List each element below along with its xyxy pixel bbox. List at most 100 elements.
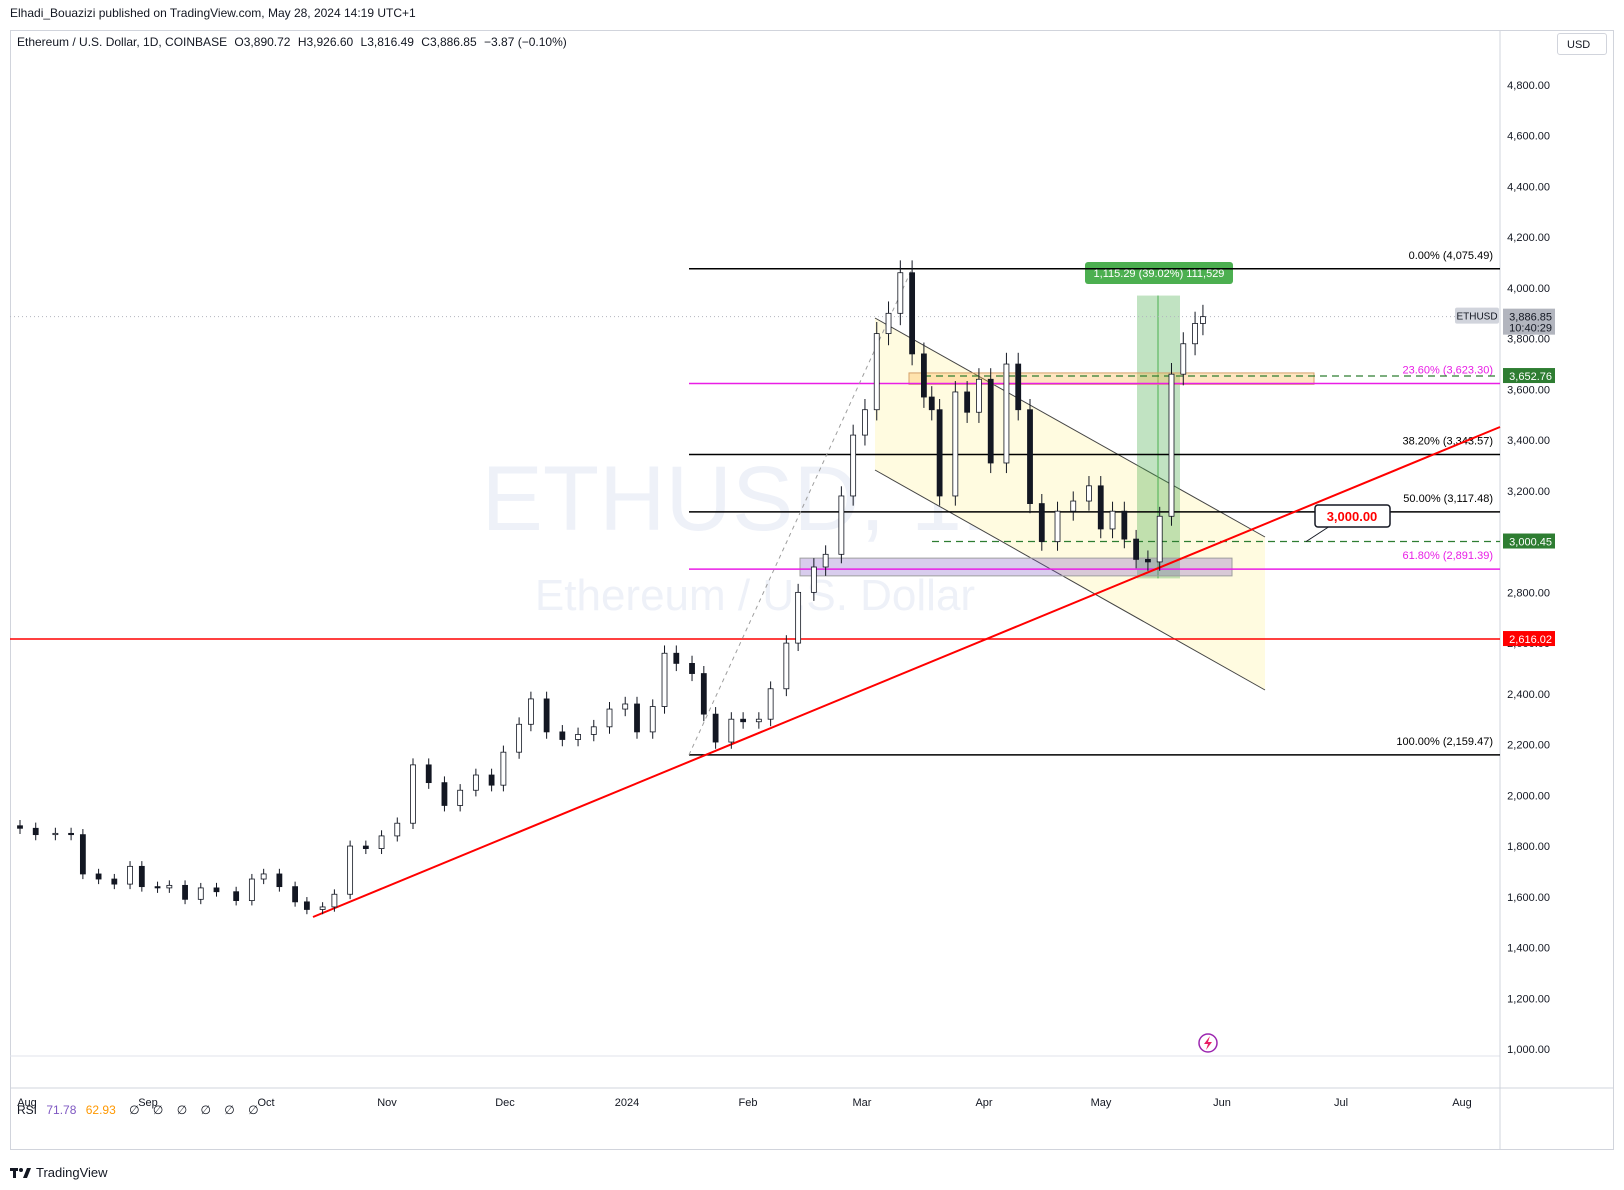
price-tick-label: 4,000.00: [1507, 283, 1550, 295]
axis-price-label: 3,652.76: [1509, 371, 1552, 383]
symbol-legend: Ethereum / U.S. Dollar, 1D, COINBASE O3,…: [17, 35, 571, 49]
candle-body: [712, 713, 719, 743]
candle-body: [838, 495, 845, 555]
candle-body: [921, 353, 927, 398]
candle-body: [347, 845, 354, 895]
footer-brand[interactable]: TradingView: [10, 1165, 108, 1180]
candle-body: [197, 887, 204, 900]
price-tick-label: 4,800.00: [1507, 80, 1550, 92]
candle-body: [559, 731, 566, 740]
axis-price-label-box: [1503, 308, 1555, 335]
fib-level-label: 100.00% (2,159.47): [1396, 736, 1493, 748]
candle-body: [1156, 515, 1163, 563]
candle-body: [79, 834, 86, 875]
candle-body: [362, 845, 369, 849]
candle-body: [1015, 363, 1022, 411]
candle-body: [1133, 538, 1140, 560]
lightning-icon: [1198, 1033, 1218, 1053]
rsi-icon[interactable]: ∅: [129, 1103, 140, 1117]
candle-body: [1097, 485, 1104, 530]
rsi-icon[interactable]: ∅: [200, 1103, 211, 1117]
candle-body: [897, 272, 904, 314]
rsi-label: RSI: [17, 1103, 38, 1117]
candle-body: [661, 652, 668, 707]
price-tick-label: 2,000.00: [1507, 790, 1550, 802]
candle-body: [127, 865, 133, 885]
price-tick-label: 3,800.00: [1507, 334, 1550, 346]
candle-body: [822, 553, 829, 568]
fib-level-label: 0.00% (4,075.49): [1409, 250, 1493, 262]
candle-body: [976, 378, 982, 413]
candle-body: [292, 886, 299, 903]
axis-price-label-box: [1503, 631, 1555, 647]
candle-body: [795, 591, 802, 644]
price-tick-label: 1,000.00: [1507, 1044, 1550, 1056]
candle-body: [1109, 510, 1116, 530]
resistance-zone: [908, 372, 1315, 385]
axis-price-label: 2,616.02: [1509, 634, 1552, 646]
candle-body: [673, 652, 680, 664]
channel-fill: [875, 318, 1265, 690]
candle-body: [394, 822, 401, 837]
candle-body: [543, 698, 550, 733]
candle-body: [425, 764, 432, 784]
candle-body: [936, 409, 943, 497]
candle-body: [441, 782, 448, 806]
price-tick-label: 2,400.00: [1507, 689, 1550, 701]
rsi-icon[interactable]: ∅: [152, 1103, 164, 1117]
axis-price-label-box: [1503, 533, 1555, 549]
candle-body: [1168, 373, 1175, 517]
rsi-value-1: 71.78: [46, 1103, 77, 1117]
candle-body: [885, 312, 892, 335]
chart-frame: [10, 30, 1614, 1150]
candle-body: [728, 718, 735, 743]
price-tick-label: 2,200.00: [1507, 740, 1550, 752]
price-tick-label: 4,200.00: [1507, 232, 1550, 244]
fib-level-label: 38.20% (3,343.57): [1402, 435, 1493, 447]
candle-body: [1086, 485, 1092, 502]
candle-body: [472, 774, 479, 791]
axis-price-label: 3,000.45: [1509, 537, 1552, 549]
candle-body: [873, 333, 880, 411]
price-tick-label: 2,800.00: [1507, 587, 1550, 599]
candle-body: [987, 378, 994, 464]
rsi-icon[interactable]: ∅: [224, 1103, 235, 1117]
rsi-icon[interactable]: ∅: [248, 1103, 259, 1117]
candle-body: [909, 272, 916, 355]
candle-body: [32, 827, 39, 836]
candle-body: [634, 703, 640, 733]
time-tick-label: Feb: [739, 1097, 758, 1109]
price-tick-label: 4,600.00: [1507, 131, 1550, 143]
axis-price-countdown: 10:40:29: [1509, 323, 1552, 335]
price-tick-label: 1,600.00: [1507, 892, 1550, 904]
change-value: −3.87 (−0.10%): [484, 35, 567, 49]
tradingview-logo-icon: [10, 1167, 31, 1178]
trendline-red: [312, 426, 1501, 918]
ticker-tag: ETHUSD: [1456, 312, 1497, 323]
candle-body: [68, 832, 74, 836]
high-value: H3,926.60: [297, 35, 354, 49]
price-tick-label: 1,200.00: [1507, 993, 1550, 1005]
candle-body: [862, 409, 868, 436]
candle-body: [1180, 343, 1187, 375]
axis-price-label-box: [1503, 368, 1555, 384]
lightning-bolt-icon: [1204, 1036, 1212, 1050]
price-tick-label: 4,400.00: [1507, 181, 1550, 193]
candle-body: [1003, 363, 1010, 464]
time-tick-label: Nov: [377, 1097, 397, 1109]
watermark-name: Ethereum / U.S. Dollar: [535, 571, 975, 620]
candle-body: [138, 865, 145, 888]
candle-body: [622, 703, 629, 710]
fib-anchor-line: [688, 268, 913, 756]
ticker-tag-box: [1455, 307, 1499, 324]
candle-body: [767, 688, 774, 720]
candle-body: [1070, 500, 1077, 512]
candle-body: [95, 873, 102, 880]
candle-body: [689, 663, 695, 674]
candle-body: [213, 887, 220, 893]
rsi-icon[interactable]: ∅: [176, 1103, 188, 1117]
candle-body: [331, 893, 338, 908]
open-value: O3,890.72: [234, 35, 291, 49]
currency-selector[interactable]: USD: [1557, 33, 1607, 55]
